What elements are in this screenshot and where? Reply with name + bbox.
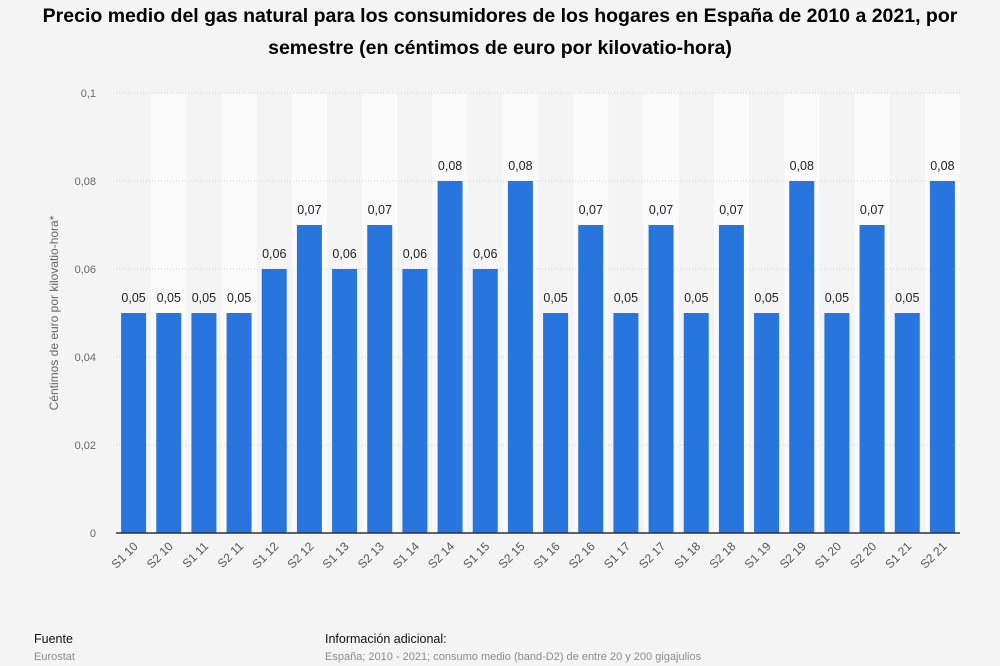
x-tick-label: S2 21 <box>917 539 949 571</box>
data-label: 0,07 <box>579 203 603 217</box>
bar[interactable] <box>613 313 639 533</box>
source-label: Fuente <box>34 632 73 646</box>
data-labels: 0,05 0,05 0,05 0,05 0,06 0,07 0,06 0,07 0,06 0,08… <box>121 159 954 305</box>
y-tick-label: 0 <box>90 528 96 540</box>
data-label: 0,08 <box>438 159 462 173</box>
x-tick-label: S2 15 <box>495 539 527 571</box>
bar[interactable] <box>683 313 709 533</box>
x-tick-label: S2 14 <box>425 539 457 571</box>
source-value[interactable]: Eurostat <box>34 651 75 663</box>
x-tick-label: S1 12 <box>249 539 281 571</box>
bar[interactable] <box>367 225 393 533</box>
x-tick-label: S2 11 <box>215 539 247 571</box>
data-label: 0,07 <box>860 203 884 217</box>
x-tick-label: S1 16 <box>531 539 563 571</box>
data-label: 0,05 <box>121 291 145 305</box>
bar[interactable] <box>929 181 955 533</box>
x-tick-label: S1 15 <box>460 539 492 571</box>
bar[interactable] <box>226 313 252 533</box>
y-tick-label: 0,04 <box>75 352 96 364</box>
x-tick-label: S2 16 <box>566 539 598 571</box>
x-tick-label: S1 17 <box>601 539 633 571</box>
data-label: 0,06 <box>473 247 497 261</box>
x-tick-label: S2 12 <box>284 539 316 571</box>
y-tick-label: 0,02 <box>75 440 96 452</box>
bar[interactable] <box>156 313 182 533</box>
data-label: 0,05 <box>895 291 919 305</box>
x-tick-label: S1 10 <box>109 539 141 571</box>
x-tick-label: S1 14 <box>390 539 422 571</box>
bar[interactable] <box>648 225 674 533</box>
data-label: 0,05 <box>227 291 251 305</box>
x-tick-label: S2 10 <box>144 539 176 571</box>
x-tick-label: S1 11 <box>180 539 212 571</box>
bar[interactable] <box>894 313 920 533</box>
data-label: 0,05 <box>157 291 181 305</box>
data-label: 0,05 <box>614 291 638 305</box>
bar[interactable] <box>437 181 463 533</box>
x-tick-label: S1 21 <box>882 539 914 571</box>
y-axis-label: Céntimos de euro por kilovatio-hora* <box>47 215 61 410</box>
bar[interactable] <box>789 181 815 533</box>
y-axis-ticks: 0 0,02 0,04 0,06 0,08 0,1 <box>75 88 96 540</box>
bar[interactable] <box>754 313 780 533</box>
data-label: 0,07 <box>719 203 743 217</box>
x-tick-label: S2 18 <box>706 539 738 571</box>
data-label: 0,06 <box>262 247 286 261</box>
bar[interactable] <box>718 225 744 533</box>
bar[interactable] <box>543 313 569 533</box>
data-label: 0,08 <box>508 159 532 173</box>
bar[interactable] <box>191 313 217 533</box>
x-tick-label: S2 19 <box>777 539 809 571</box>
bar[interactable] <box>402 269 428 533</box>
x-tick-label: S2 17 <box>636 539 668 571</box>
data-label: 0,06 <box>332 247 356 261</box>
x-tick-label: S1 20 <box>812 539 844 571</box>
y-tick-label: 0,08 <box>75 176 96 188</box>
data-label: 0,05 <box>825 291 849 305</box>
info-label: Información adicional: <box>325 632 447 646</box>
bars <box>121 181 955 533</box>
data-label: 0,07 <box>649 203 673 217</box>
bar-chart: 00,020,040,060,080,1 0,05 0,05 0,05 0,050,0… <box>47 88 960 571</box>
data-label: 0,05 <box>684 291 708 305</box>
x-tick-label: S1 18 <box>671 539 703 571</box>
bar[interactable] <box>578 225 604 533</box>
bar[interactable] <box>859 225 885 533</box>
data-label: 0,05 <box>543 291 567 305</box>
bar[interactable] <box>507 181 533 533</box>
data-label: 0,08 <box>790 159 814 173</box>
data-label: 0,05 <box>192 291 216 305</box>
bar[interactable] <box>296 225 322 533</box>
bar[interactable] <box>332 269 358 533</box>
y-tick-label: 0,06 <box>75 264 96 276</box>
bar[interactable] <box>472 269 498 533</box>
x-axis-ticks: S1 10 S2 10 S1 11 S2 11 S1 12 S2 12 S1 13 S2 13… <box>109 539 950 571</box>
chart-title: Precio medio del gas natural para los co… <box>42 5 958 59</box>
x-tick-label: S2 20 <box>847 539 879 571</box>
data-label: 0,06 <box>403 247 427 261</box>
data-label: 0,05 <box>754 291 778 305</box>
data-label: 0,07 <box>368 203 392 217</box>
x-tick-label: S2 13 <box>355 539 387 571</box>
bar[interactable] <box>121 313 147 533</box>
data-label: 0,07 <box>297 203 321 217</box>
y-tick-label: 0,1 <box>81 88 96 100</box>
data-label: 0,08 <box>930 159 954 173</box>
info-value: España; 2010 - 2021; consumo medio (band… <box>325 651 702 663</box>
x-tick-label: S1 13 <box>320 539 352 571</box>
bar[interactable] <box>824 313 850 533</box>
x-tick-label: S1 19 <box>742 539 774 571</box>
bar[interactable] <box>261 269 287 533</box>
